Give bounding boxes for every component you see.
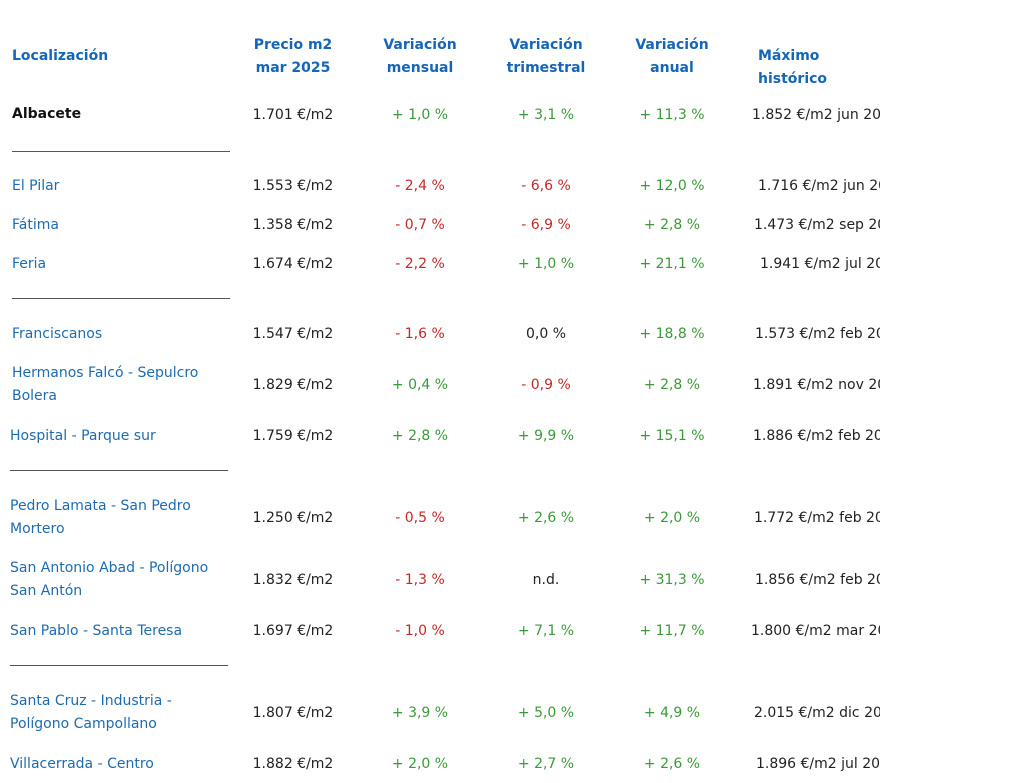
row-quarterly: + 7,1 % xyxy=(517,623,575,639)
row-quarterly: + 5,0 % xyxy=(517,705,575,721)
row-monthly: - 2,4 % xyxy=(395,178,445,194)
row-location-link[interactable]: Santa Cruz - Industria - Polígono Campol… xyxy=(10,690,172,736)
row-quarterly: - 6,9 % xyxy=(521,217,571,233)
row-location-link[interactable]: San Antonio Abad - Polígono San Antón xyxy=(10,557,208,603)
row-location-link[interactable]: El Pilar xyxy=(12,178,60,194)
city-annual: + 11,3 % xyxy=(639,107,705,123)
row-quarterly: 0,0 % xyxy=(525,326,567,342)
row-price: 1.829 €/m2 xyxy=(252,377,334,393)
header-annual: Variación anual xyxy=(618,34,726,80)
row-annual: + 2,8 % xyxy=(643,217,701,233)
header-annual-line1: Variación xyxy=(635,37,709,53)
row-location-link[interactable]: Franciscanos xyxy=(12,326,103,342)
city-quarterly: + 3,1 % xyxy=(517,107,575,123)
city-price: 1.701 €/m2 xyxy=(252,107,334,123)
row-annual: + 12,0 % xyxy=(639,178,705,194)
row-price: 1.553 €/m2 xyxy=(252,178,334,194)
row-max: 1.886 €/m2 feb 20 xyxy=(753,428,880,444)
row-max: 1.772 €/m2 feb 20 xyxy=(754,510,880,526)
header-price-line2: mar 2025 xyxy=(255,60,331,76)
row-location-link[interactable]: Pedro Lamata - San Pedro Mortero xyxy=(10,495,191,541)
row-location-line1: Pedro Lamata - San Pedro xyxy=(10,498,191,514)
row-monthly: + 3,9 % xyxy=(391,705,449,721)
header-price-line1: Precio m2 xyxy=(253,37,333,53)
header-annual-line2: anual xyxy=(650,60,694,76)
row-location-line1: Santa Cruz - Industria - xyxy=(10,693,172,709)
row-location-link[interactable]: Hospital - Parque sur xyxy=(10,428,156,444)
header-quarterly-line1: Variación xyxy=(509,37,583,53)
row-annual: + 2,0 % xyxy=(643,510,701,526)
row-monthly: - 2,2 % xyxy=(395,256,445,272)
row-location-line2: Bolera xyxy=(12,388,58,404)
row-price: 1.547 €/m2 xyxy=(252,326,334,342)
group-divider xyxy=(12,298,230,299)
row-max: 1.800 €/m2 mar 20 xyxy=(751,623,880,639)
row-quarterly: + 2,7 % xyxy=(517,756,575,772)
row-quarterly: + 1,0 % xyxy=(517,256,575,272)
price-table: Localización Precio m2 mar 2025 Variació… xyxy=(10,34,880,772)
row-quarterly: - 0,9 % xyxy=(521,377,571,393)
row-location-line2: San Antón xyxy=(10,583,83,599)
header-monthly-line1: Variación xyxy=(383,37,457,53)
row-location-line2: Polígono Campollano xyxy=(10,716,157,732)
row-monthly: - 1,0 % xyxy=(395,623,445,639)
row-max: 1.573 €/m2 feb 20 xyxy=(755,326,880,342)
row-max: 1.896 €/m2 jul 20 xyxy=(756,756,880,772)
city-monthly: + 1,0 % xyxy=(391,107,449,123)
row-location-link[interactable]: San Pablo - Santa Teresa xyxy=(10,623,183,639)
header-quarterly: Variación trimestral xyxy=(492,34,600,80)
row-max: 2.015 €/m2 dic 20 xyxy=(754,705,880,721)
row-max: 1.473 €/m2 sep 20 xyxy=(754,217,880,233)
row-annual: + 11,7 % xyxy=(639,623,705,639)
row-location-line1: Hermanos Falcó - Sepulcro xyxy=(12,365,199,381)
row-price: 1.674 €/m2 xyxy=(252,256,334,272)
row-quarterly: - 6,6 % xyxy=(521,178,571,194)
row-annual: + 2,6 % xyxy=(643,756,701,772)
row-price: 1.832 €/m2 xyxy=(252,572,334,588)
row-location-link[interactable]: Villacerrada - Centro xyxy=(10,756,154,772)
row-max: 1.716 €/m2 jun 20 xyxy=(758,178,880,194)
row-location-line2: Mortero xyxy=(10,521,65,537)
row-quarterly: + 9,9 % xyxy=(517,428,575,444)
row-monthly: - 1,3 % xyxy=(395,572,445,588)
row-monthly: - 0,7 % xyxy=(395,217,445,233)
row-max: 1.891 €/m2 nov 20 xyxy=(753,377,880,393)
row-monthly: + 0,4 % xyxy=(391,377,449,393)
row-monthly: - 0,5 % xyxy=(395,510,445,526)
row-annual: + 18,8 % xyxy=(639,326,705,342)
row-quarterly: n.d. xyxy=(532,572,560,588)
city-max: 1.852 €/m2 jun 200 xyxy=(752,107,880,123)
header-max: Máximo histórico xyxy=(758,48,828,87)
row-price: 1.250 €/m2 xyxy=(252,510,334,526)
group-divider xyxy=(10,470,228,471)
row-annual: + 15,1 % xyxy=(639,428,705,444)
row-location-link[interactable]: Feria xyxy=(12,256,47,272)
header-quarterly-line2: trimestral xyxy=(506,60,586,76)
row-location-link[interactable]: Hermanos Falcó - Sepulcro Bolera xyxy=(12,362,198,408)
row-quarterly: + 2,6 % xyxy=(517,510,575,526)
row-annual: + 31,3 % xyxy=(639,572,705,588)
header-location: Localización xyxy=(12,48,109,64)
row-monthly: + 2,0 % xyxy=(391,756,449,772)
row-annual: + 21,1 % xyxy=(639,256,705,272)
row-max: 1.941 €/m2 jul 20 xyxy=(760,256,880,272)
group-divider xyxy=(10,665,228,666)
row-location-link[interactable]: Fátima xyxy=(12,217,59,233)
row-monthly: + 2,8 % xyxy=(391,428,449,444)
row-annual: + 4,9 % xyxy=(643,705,701,721)
group-divider xyxy=(12,151,230,152)
row-annual: + 2,8 % xyxy=(643,377,701,393)
row-price: 1.759 €/m2 xyxy=(252,428,334,444)
header-price: Precio m2 mar 2025 xyxy=(240,34,346,80)
row-price: 1.882 €/m2 xyxy=(252,756,334,772)
row-price: 1.807 €/m2 xyxy=(252,705,334,721)
row-location-line1: San Antonio Abad - Polígono xyxy=(10,560,209,576)
city-name: Albacete xyxy=(12,106,82,122)
row-price: 1.358 €/m2 xyxy=(252,217,334,233)
row-price: 1.697 €/m2 xyxy=(252,623,334,639)
row-monthly: - 1,6 % xyxy=(395,326,445,342)
header-monthly: Variación mensual xyxy=(366,34,474,80)
header-monthly-line2: mensual xyxy=(386,60,454,76)
row-max: 1.856 €/m2 feb 20 xyxy=(755,572,880,588)
